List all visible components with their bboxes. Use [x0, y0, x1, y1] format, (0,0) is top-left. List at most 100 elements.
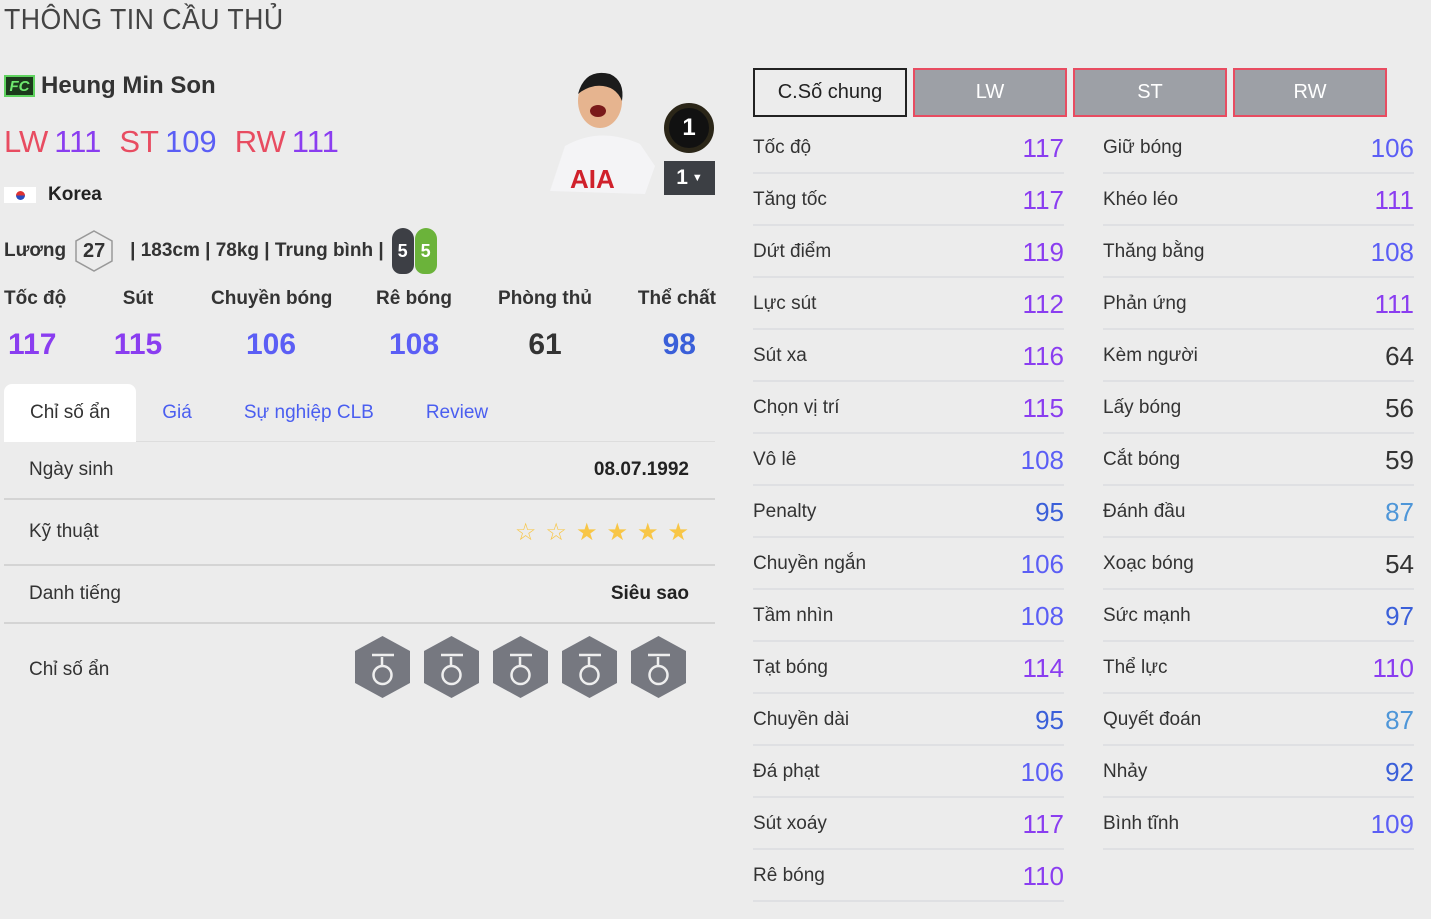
stat-row: Lấy bóng 56: [1103, 382, 1414, 434]
summary-stat-value: 106: [245, 328, 297, 361]
position-ovr: 111: [291, 124, 339, 159]
playmaker-icon[interactable]: [630, 635, 687, 705]
summary-stat: Sút 115: [78, 288, 198, 362]
stat-value: 117: [1022, 808, 1064, 839]
stat-row: Chọn vị trí 115: [753, 382, 1064, 434]
stat-row: Rê bóng 110: [753, 850, 1064, 902]
position-rating: ST 109: [119, 124, 216, 160]
speed-dribbler-icon[interactable]: [561, 635, 618, 705]
stat-row: Sút xoáy 117: [753, 798, 1064, 850]
salary-label: Lương: [4, 240, 67, 261]
birth-row: Ngày sinh 08.07.1992: [4, 442, 715, 500]
page-title: THÔNG TIN CẦU THỦ: [4, 4, 284, 36]
stat-label: Thể lực: [1103, 657, 1168, 678]
player-name-row: FC Heung Min Son: [4, 72, 216, 100]
stat-value: 114: [1022, 652, 1064, 683]
summary-stat: Phòng thủ 61: [485, 288, 605, 362]
stat-row: Vô lê 108: [753, 434, 1064, 486]
traits-list: [354, 635, 687, 705]
stat-row: Tốc độ 117: [753, 122, 1064, 174]
stat-label: Tạt bóng: [753, 657, 828, 678]
summary-stat-label: Sút: [122, 288, 154, 309]
stat-row: Lực sút 112: [753, 278, 1064, 330]
strong-foot-icon: 5: [414, 228, 437, 274]
stat-label: Nhảy: [1103, 761, 1148, 782]
power-header-icon[interactable]: [492, 635, 549, 705]
weak-foot-icon: 5: [391, 228, 414, 274]
stat-value: 97: [1385, 600, 1414, 631]
stat-row: Dứt điểm 119: [753, 226, 1064, 278]
stat-label: Sút xoáy: [753, 813, 827, 834]
stat-row: Chuyền dài 95: [753, 694, 1064, 746]
stat-label: Chuyền dài: [753, 709, 850, 730]
summary-stat-label: Chuyền bóng: [211, 288, 333, 309]
position-label: RW: [234, 124, 286, 159]
summary-stats: Tốc độ 117 Sút 115 Chuyền bóng 106 Rê bóng 108 P…: [4, 288, 716, 368]
stats-column-left: Tốc độ 117 Tăng tốc 117 Dứt điểm 119 Lực sút 11…: [753, 122, 1064, 902]
stat-label: Tầm nhìn: [753, 605, 834, 626]
stat-row: Quyết đoán 87: [1103, 694, 1414, 746]
stat-value: 112: [1022, 288, 1064, 319]
star-filled-icon: ★: [636, 518, 659, 546]
upgrade-level-select[interactable]: 1 ▼: [664, 161, 715, 195]
stat-label: Khéo léo: [1103, 189, 1179, 210]
info-tabs: Chỉ số ẩn Giá Sự nghiệp CLB Review: [4, 384, 715, 442]
stat-value: 117: [1022, 132, 1064, 163]
svg-text:AIA: AIA: [570, 164, 615, 194]
caret-down-icon: ▼: [691, 172, 703, 184]
stat-value: 108: [1370, 236, 1414, 267]
stat-row: Thăng bằng 108: [1103, 226, 1414, 278]
stat-row: Khéo léo 111: [1103, 174, 1414, 226]
stat-label: Thăng bằng: [1103, 241, 1205, 262]
position-ovr: 109: [164, 124, 217, 159]
star-filled-icon: ★: [667, 518, 689, 546]
stat-value: 95: [1035, 496, 1064, 527]
player-name: Heung Min Son: [41, 72, 216, 99]
fame-value: Siêu sao: [610, 583, 689, 604]
stat-label: Tốc độ: [753, 137, 812, 158]
position-tab-1[interactable]: LW: [913, 68, 1067, 117]
position-tab-0[interactable]: C.Số chung: [753, 68, 907, 117]
stat-label: Giữ bóng: [1103, 137, 1183, 158]
stat-value: 59: [1385, 444, 1414, 475]
korea-flag-icon: [4, 187, 36, 203]
long-shot-icon[interactable]: [423, 635, 480, 705]
position-tab-3[interactable]: RW: [1233, 68, 1387, 117]
stat-value: 116: [1022, 340, 1064, 371]
summary-stat: Tốc độ 117: [4, 288, 124, 362]
stats-column-right: Giữ bóng 106 Khéo léo 111 Thăng bằng 108 Phản …: [1103, 122, 1414, 850]
nation-row: Korea: [4, 184, 102, 206]
curler-icon[interactable]: [354, 635, 411, 705]
season-logo-icon: FC: [4, 75, 35, 97]
nation-name: Korea: [48, 184, 102, 205]
summary-stat-label: Thể chất: [637, 288, 716, 309]
stat-row: Nhảy 92: [1103, 746, 1414, 798]
stat-row: Sức mạnh 97: [1103, 590, 1414, 642]
stat-value: 115: [1022, 392, 1064, 423]
stat-value: 108: [1020, 600, 1064, 631]
stat-label: Sức mạnh: [1103, 605, 1191, 626]
stat-row: Thể lực 110: [1103, 642, 1414, 694]
star-empty-icon: ☆: [514, 518, 537, 546]
tab-1[interactable]: Giá: [162, 402, 192, 423]
stat-value: 106: [1020, 548, 1064, 579]
summary-stat: Chuyền bóng 106: [211, 288, 333, 362]
stat-label: Tăng tốc: [753, 189, 827, 210]
stat-row: Cắt bóng 59: [1103, 434, 1414, 486]
summary-stat-value: 115: [113, 328, 163, 361]
birth-date: 08.07.1992: [593, 459, 689, 480]
stat-value: 111: [1374, 184, 1414, 215]
stat-label: Phản ứng: [1103, 293, 1187, 314]
stat-label: Rê bóng: [753, 865, 825, 886]
tab-0[interactable]: Chỉ số ẩn: [4, 384, 137, 442]
position-ratings: LW 111 ST 109 RW 111: [4, 124, 339, 160]
tab-2[interactable]: Sự nghiệp CLB: [243, 402, 374, 423]
tab-3[interactable]: Review: [425, 402, 489, 423]
fame-row: Danh tiếng Siêu sao: [4, 566, 715, 624]
position-tab-2[interactable]: ST: [1073, 68, 1227, 117]
stat-row: Bình tĩnh 109: [1103, 798, 1414, 850]
stat-row: Phản ứng 111: [1103, 278, 1414, 330]
position-rating: RW 111: [235, 124, 339, 160]
position-tabs: C.Số chung LW ST RW: [753, 68, 1387, 117]
player-info-row: Lương 27 | 183cm | 78kg | Trung bình | 5…: [4, 228, 437, 274]
